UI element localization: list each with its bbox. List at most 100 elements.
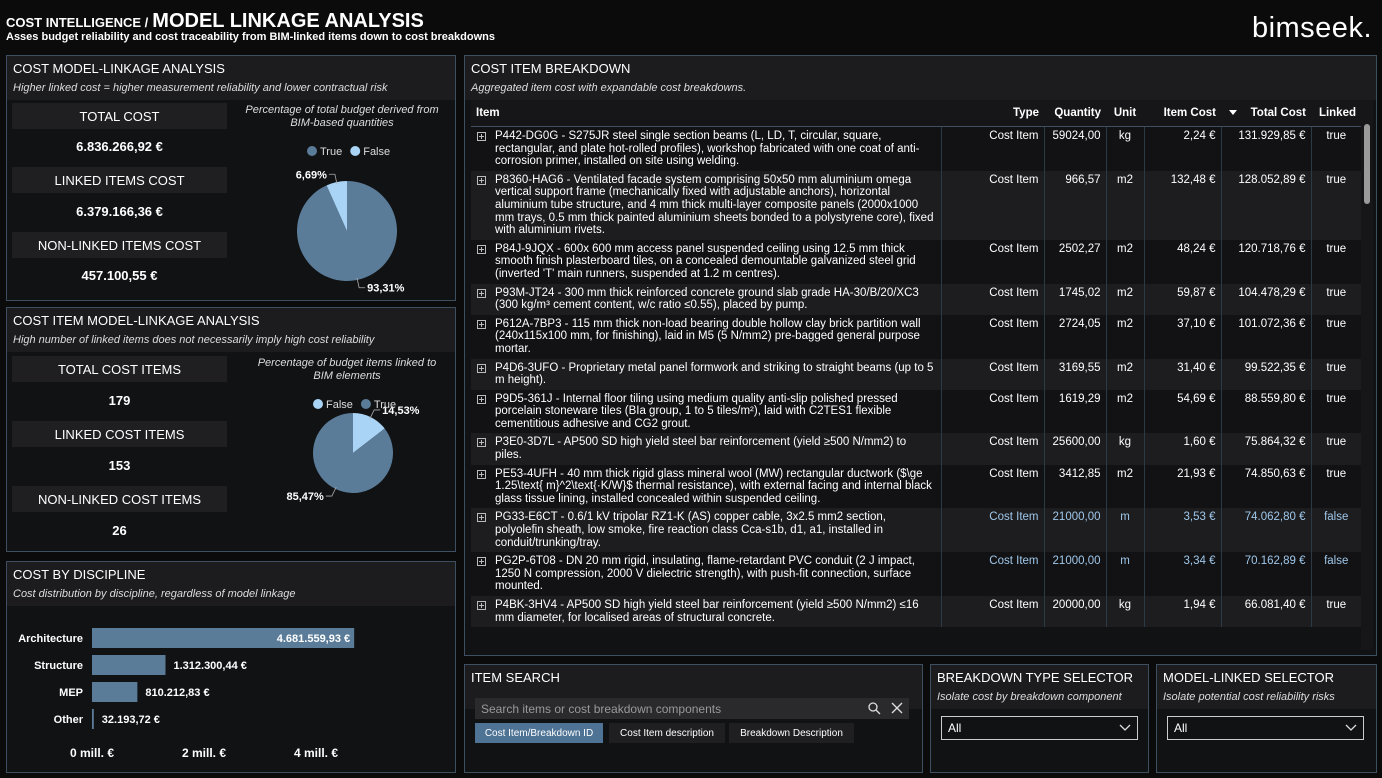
column-header[interactable]: Item — [471, 100, 941, 127]
cell-text: Cost Item — [989, 511, 1039, 524]
sort-indicator[interactable] — [1228, 110, 1237, 116]
column-header[interactable]: Unit — [1106, 100, 1144, 127]
table-cell: P3E0-3D7L - AP500 SD high yield steel ba… — [471, 433, 942, 465]
chart-title: Percentage of budget items linked to BIM… — [257, 357, 437, 382]
cell-text: true — [1326, 392, 1347, 405]
table-cell: Cost Item — [941, 314, 1045, 359]
panel-note: Higher linked cost = higher measurement … — [13, 82, 388, 94]
x-tick-label: 2 mill. € — [182, 746, 226, 760]
cell-text: m2 — [1117, 467, 1133, 480]
table-cell: 131.929,85 € — [1221, 126, 1312, 171]
expand-toggle[interactable] — [477, 557, 486, 567]
table-row: P4BK-3HV4 - AP500 SD high yield steel ba… — [471, 596, 1361, 628]
table-cell: true — [1311, 126, 1361, 171]
expand-toggle[interactable] — [477, 132, 486, 141]
column-header[interactable]: Type — [941, 100, 1044, 127]
expand-toggle[interactable] — [477, 438, 486, 448]
column-header[interactable]: Linked — [1311, 100, 1361, 127]
cell-text: m — [1120, 555, 1130, 568]
category-label: Structure — [34, 660, 83, 672]
cell-text: P84J-9JQX - 600x 600 mm access panel sus… — [495, 242, 916, 280]
table-cell: P442-DG0G - S275JR steel single section … — [471, 126, 942, 171]
panel-header — [465, 56, 1376, 100]
cell-text: false — [1324, 555, 1349, 568]
chart-title: Percentage of total budget derived from … — [245, 104, 439, 129]
cell-text: PG33-E6CT - 0.6/1 kV tripolar RZ1-K (AS)… — [495, 511, 886, 549]
cell-text: 2502,27 — [1058, 242, 1101, 255]
panel-header — [7, 562, 455, 606]
expand-toggle[interactable] — [477, 175, 486, 185]
column-header-text: Item — [476, 107, 500, 119]
cell-text: m2 — [1117, 286, 1133, 299]
expand-toggle[interactable] — [477, 244, 486, 254]
table-row: P93M-JT24 - 300 mm thick reinforced conc… — [471, 283, 1361, 315]
kpi-label: LINKED ITEMS COST — [12, 167, 227, 193]
table-cell: Cost Item — [941, 170, 1045, 240]
panel-title: COST ITEM BREAKDOWN — [471, 61, 631, 76]
expand-toggle[interactable] — [477, 288, 486, 298]
cell-text: 59,87 € — [1177, 286, 1216, 299]
leader-line — [356, 277, 366, 289]
cell-text: 966,57 — [1065, 173, 1101, 186]
table-cell: kg — [1106, 596, 1145, 628]
search-mode-button[interactable]: Cost Item description — [609, 723, 725, 743]
search-mode-button[interactable]: Cost Item/Breakdown ID — [475, 723, 603, 743]
expand-toggle[interactable] — [477, 513, 486, 523]
legend-label: False — [326, 399, 353, 411]
cell-text: 21000,00 — [1052, 555, 1101, 568]
legend-swatch — [350, 146, 361, 156]
table-cell: true — [1311, 464, 1361, 509]
panel-note: Isolate cost by breakdown component — [937, 691, 1122, 703]
expand-toggle[interactable] — [477, 394, 486, 404]
dropdown-value: All — [1174, 721, 1188, 735]
type-selector-panel: BREAKDOWN TYPE SELECTOR Isolate cost by … — [930, 664, 1149, 773]
dropdown[interactable]: All — [941, 716, 1138, 740]
table-row: P84J-9JQX - 600x 600 mm access panel sus… — [471, 239, 1361, 284]
panel-note: Aggregated item cost with expandable cos… — [471, 82, 747, 94]
category-label: Architecture — [18, 633, 83, 645]
cell-text: 101.072,36 € — [1238, 317, 1306, 330]
table-cell: 2724,05 — [1044, 314, 1107, 359]
cell-text: m2 — [1117, 317, 1133, 330]
table-cell: true — [1311, 239, 1361, 284]
expand-toggle[interactable] — [477, 363, 486, 373]
pie-slice — [326, 181, 347, 231]
table-cell: 966,57 — [1044, 170, 1107, 240]
table-cell: 54,69 € — [1144, 389, 1222, 434]
expand-toggle[interactable] — [477, 601, 486, 610]
scrollbar-thumb[interactable] — [1364, 124, 1370, 204]
search-input[interactable]: Search items or cost breakdown component… — [475, 698, 909, 719]
cell-text: 1619,29 — [1058, 392, 1101, 405]
table-cell: 101.072,36 € — [1221, 314, 1312, 359]
scrollbar[interactable] — [1361, 100, 1373, 650]
cell-text: 21,93 € — [1177, 467, 1216, 480]
bar — [92, 628, 355, 648]
cell-text: 25600,00 — [1052, 436, 1101, 449]
table-viewport: Item Type Quantity Unit Item Cost Total Cost L… — [471, 100, 1361, 650]
table-row: P612A-7BP3 - 115 mm thick non-load beari… — [471, 314, 1361, 359]
column-header[interactable]: Item Cost — [1144, 100, 1221, 127]
panel-title: ITEM SEARCH — [471, 670, 560, 685]
table-cell: m2 — [1106, 358, 1145, 390]
dropdown-chevron — [1345, 724, 1357, 731]
pie-slice — [313, 413, 393, 493]
kpi-value: 6.379.166,36 € — [76, 204, 163, 219]
leader-line — [328, 173, 338, 185]
table-cell: Cost Item — [941, 552, 1045, 596]
cell-text: PE53-4UFH - 40 mm thick rigid glass mine… — [495, 467, 932, 505]
column-header[interactable]: Quantity — [1044, 100, 1106, 127]
cell-text: true — [1326, 130, 1347, 142]
table-cell: 66.081,40 € — [1221, 596, 1312, 628]
search-mode-button[interactable]: Breakdown Description — [729, 723, 854, 743]
search-icons[interactable] — [867, 701, 907, 717]
expand-toggle[interactable] — [477, 469, 486, 479]
table-cell: 2,24 € — [1144, 126, 1222, 171]
cell-text: true — [1326, 436, 1347, 449]
column-header[interactable]: Total Cost — [1221, 100, 1311, 127]
discipline-panel: COST BY DISCIPLINE Cost distribution by … — [6, 561, 456, 773]
cell-text: Cost Item — [989, 599, 1039, 611]
dropdown[interactable]: All — [1167, 716, 1364, 740]
expand-toggle[interactable] — [477, 319, 486, 329]
cell-text: 75.864,32 € — [1244, 436, 1306, 449]
